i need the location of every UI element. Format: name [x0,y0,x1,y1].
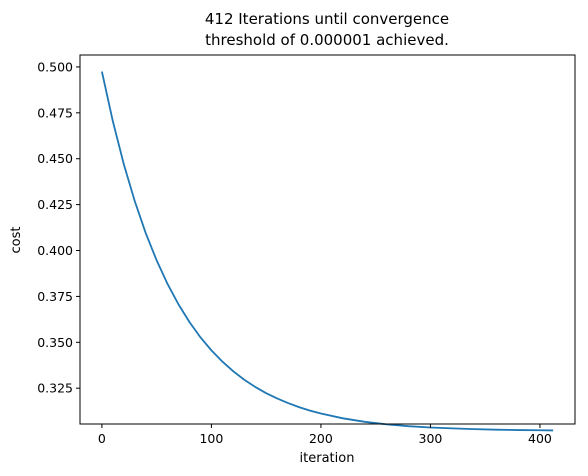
x-axis-label: iteration [300,451,355,466]
y-tick-label: 0.475 [37,105,73,120]
y-tick-label: 0.400 [37,243,73,258]
x-tick-label: 300 [419,431,443,446]
y-tick-label: 0.425 [37,197,73,212]
x-tick-label: 100 [199,431,223,446]
x-tick-label: 200 [309,431,333,446]
y-tick-label: 0.450 [37,151,73,166]
y-tick-label: 0.500 [37,59,73,74]
series-line-0 [101,71,554,432]
plot-frame [79,54,576,425]
y-axis-ticks: 0.325 0.350 0.375 0.400 0.425 0.450 0.475 0.500 [37,59,80,396]
x-tick-label: 400 [528,431,552,446]
chart-title-line-1: 412 Iterations until convergence [205,10,449,28]
line-layer [101,71,554,432]
y-tick-label: 0.325 [37,381,73,396]
x-axis-ticks: 0 100 200 300 400 [98,424,552,446]
y-tick-label: 0.350 [37,335,73,350]
x-tick-label: 0 [98,431,106,446]
y-axis-label: cost [9,227,24,254]
plot-area [79,54,576,432]
y-tick-label: 0.375 [37,289,73,304]
chart-title-line-2: threshold of 0.000001 achieved. [205,31,449,49]
